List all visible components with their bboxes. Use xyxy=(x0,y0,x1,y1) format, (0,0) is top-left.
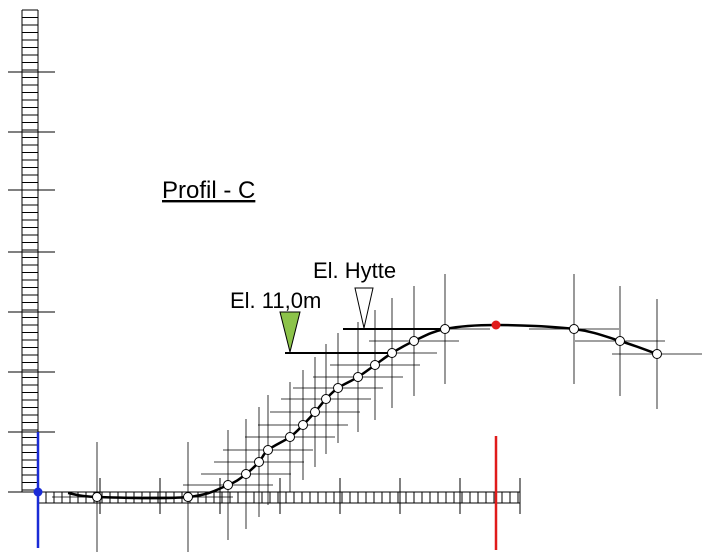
survey-point xyxy=(183,492,193,502)
start-point xyxy=(33,487,43,497)
rulers xyxy=(8,9,521,514)
survey-point xyxy=(569,324,579,334)
level-label: El. 11,0m xyxy=(230,288,321,313)
survey-points xyxy=(92,324,662,502)
survey-point xyxy=(652,349,662,359)
survey-crosses xyxy=(52,274,702,552)
survey-point xyxy=(387,348,397,358)
level-marker xyxy=(279,311,301,353)
survey-point xyxy=(409,336,419,346)
survey-point xyxy=(254,457,264,467)
high-point xyxy=(491,320,501,330)
survey-point xyxy=(223,480,233,490)
survey-point xyxy=(353,372,363,382)
survey-point xyxy=(440,324,450,334)
survey-point xyxy=(241,469,251,479)
survey-point xyxy=(370,360,380,370)
title: Profil - C xyxy=(162,177,255,204)
survey-point xyxy=(333,383,343,393)
survey-point xyxy=(263,445,273,455)
survey-point xyxy=(298,420,308,430)
cabin-marker xyxy=(354,287,374,329)
survey-point xyxy=(92,492,102,502)
survey-point xyxy=(321,394,331,404)
cabin-label: El. Hytte xyxy=(313,258,396,283)
survey-point xyxy=(615,336,625,346)
survey-point xyxy=(310,407,320,417)
terrain-curve xyxy=(67,323,658,500)
survey-point xyxy=(285,432,295,442)
